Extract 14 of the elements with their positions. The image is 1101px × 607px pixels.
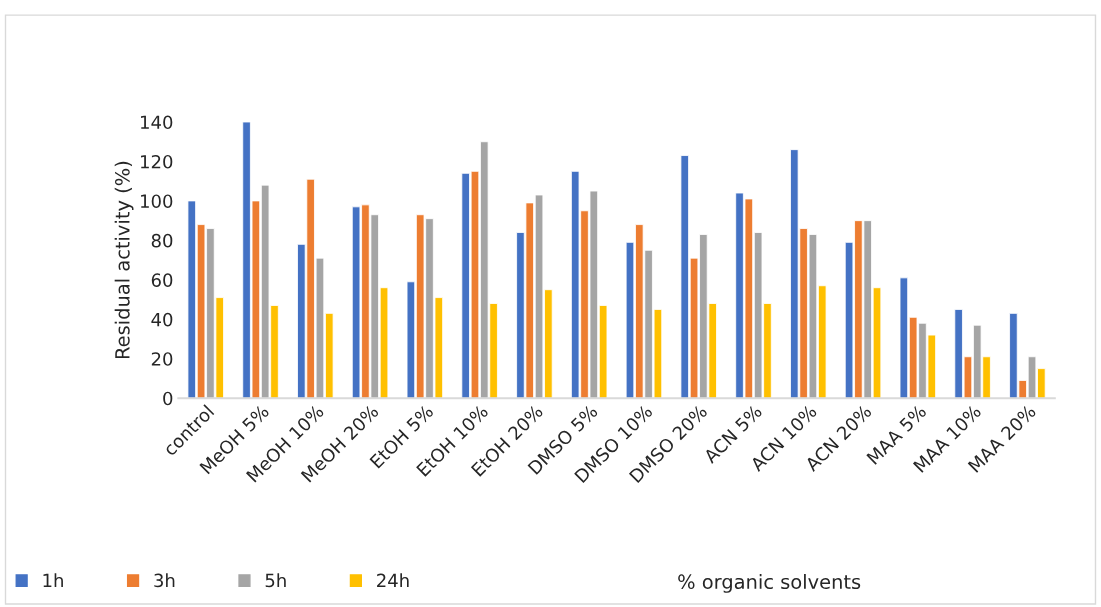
y-tick-label: 0 [163, 391, 173, 406]
y-tick-label: 140 [141, 115, 173, 130]
x-axis-title: % organic solvents [678, 574, 861, 593]
legend-label: 24h [377, 573, 409, 587]
y-tick-label: 60 [151, 273, 173, 287]
y-tick-label: 120 [141, 154, 173, 169]
y-axis-title: Residual activity (%) [114, 161, 134, 359]
y-tick-label: 80 [151, 233, 173, 248]
y-tick-label: 20 [151, 352, 173, 366]
legend-label: 3h [154, 573, 175, 588]
legend-label: 5h [265, 573, 286, 588]
y-tick-label: 40 [151, 312, 173, 327]
y-tick-label: 100 [141, 194, 173, 209]
legend-label: 1h [43, 573, 63, 587]
